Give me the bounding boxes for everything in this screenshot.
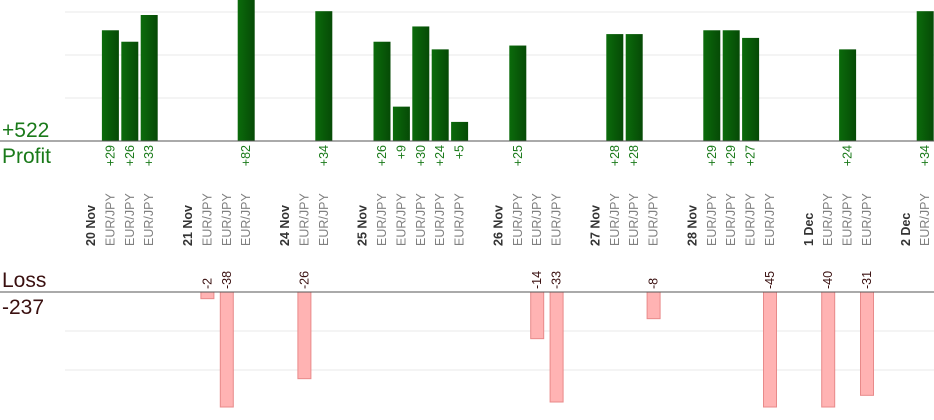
loss-label: Loss [2,269,46,292]
pair-label: EUR/JPY [550,193,564,246]
profit-bar [121,41,139,141]
profit-value-label: +24 [433,145,447,166]
date-label: 28 Nov [685,205,699,246]
profit-value-label: +27 [744,145,758,166]
profit-bar [412,26,430,142]
date-label: 26 Nov [491,205,505,246]
pair-label: EUR/JPY [239,193,253,246]
profit-bar [237,0,255,141]
pair-label: EUR/JPY [297,193,311,246]
pair-label: EUR/JPY [414,193,428,246]
loss-value-label: -33 [550,271,564,289]
profit-label: Profit [2,145,51,168]
loss-bar [763,291,777,408]
loss-bar [646,291,661,320]
date-label: 24 Nov [278,205,292,246]
pair-label: EUR/JPY [220,193,234,246]
profit-bars: +29 +26 +33 +82 +34 +26 +9 +30 +24 +5 +25 +28 +28 +29… [101,0,934,166]
profit-value-label: +24 [841,145,855,166]
profit-value-label: +9 [394,145,408,159]
date-label: 25 Nov [356,205,370,246]
pair-label: EUR/JPY [394,193,408,246]
pair-label: EUR/JPY [647,193,661,246]
pair-label: EUR/JPY [841,193,855,246]
profit-value-label: +28 [627,145,641,166]
pair-label: EUR/JPY [103,193,117,246]
profit-bar [392,106,410,141]
loss-value-label: -26 [297,271,311,289]
pair-label: EUR/JPY [453,193,467,246]
pair-label: EUR/JPY [860,193,874,246]
pair-label: EUR/JPY [433,193,447,246]
profit-bar [509,45,527,141]
loss-bar [297,291,312,380]
loss-value-label: -40 [821,271,835,289]
profit-value-label: +29 [103,145,117,166]
profit-value-label: +82 [239,145,253,166]
gridlines [65,11,934,371]
date-label: 27 Nov [588,205,602,246]
profit-value-label: +30 [414,145,428,166]
date-label: 20 Nov [84,205,98,246]
profit-bar [839,49,857,142]
profit-value-label: +29 [705,145,719,166]
pair-label: EUR/JPY [763,193,777,246]
pair-label: EUR/JPY [705,193,719,246]
pair-label: EUR/JPY [627,193,641,246]
profit-bar [722,30,740,141]
profit-total: +522 [2,119,49,142]
loss-value-label: -2 [200,278,214,289]
date-label: 2 Dec [899,213,913,246]
loss-total: -237 [2,296,44,319]
loss-value-label: -38 [220,271,234,289]
profit-bar [606,34,624,141]
loss-bar [219,291,234,408]
pair-label: EUR/JPY [608,193,622,246]
pair-label: EUR/JPY [821,193,835,246]
profit-bar [373,41,391,141]
profit-bar [140,15,158,141]
pair-label: EUR/JPY [918,193,932,246]
date-label: 1 Dec [802,213,816,246]
pair-label: EUR/JPY [511,193,525,246]
loss-bar [530,291,545,340]
pair-label: EUR/JPY [744,193,758,246]
profit-bar [431,49,449,142]
loss-bars: -2 -38 -26 -14 -33 -8 -45 -40 -31 [200,271,874,408]
date-label: 21 Nov [181,205,195,246]
pair-label: EUR/JPY [530,193,544,246]
pair-label: EUR/JPY [724,193,738,246]
profit-bar [315,11,333,141]
category-labels: 20 Nov EUR/JPY EUR/JPY EUR/JPY 21 Nov EUR/JPY… [84,193,932,246]
loss-value-label: -45 [763,271,777,289]
loss-bar [860,291,874,396]
profit-value-label: +25 [511,145,525,166]
profit-bar [451,121,469,141]
profit-bar [101,30,119,141]
profit-value-label: +34 [918,145,932,166]
profit-value-label: +5 [453,145,467,159]
profit-bar [703,30,721,141]
loss-bar [200,291,215,300]
profit-bar [916,11,934,141]
loss-bar [821,291,836,408]
loss-bar [549,291,564,403]
profit-value-label: +34 [317,145,331,166]
loss-value-label: -31 [860,271,874,289]
loss-value-label: -14 [530,271,544,289]
pair-label: EUR/JPY [375,193,389,246]
profit-value-label: +28 [608,145,622,166]
profit-value-label: +29 [724,145,738,166]
pair-label: EUR/JPY [317,193,331,246]
profit-value-label: +33 [142,145,156,166]
pair-label: EUR/JPY [123,193,137,246]
profit-bar [625,34,643,141]
profit-value-label: +26 [123,145,137,166]
pair-label: EUR/JPY [200,193,214,246]
pair-label: EUR/JPY [142,193,156,246]
profit-value-label: +26 [375,145,389,166]
profit-bar [742,37,760,142]
loss-value-label: -8 [647,278,661,289]
